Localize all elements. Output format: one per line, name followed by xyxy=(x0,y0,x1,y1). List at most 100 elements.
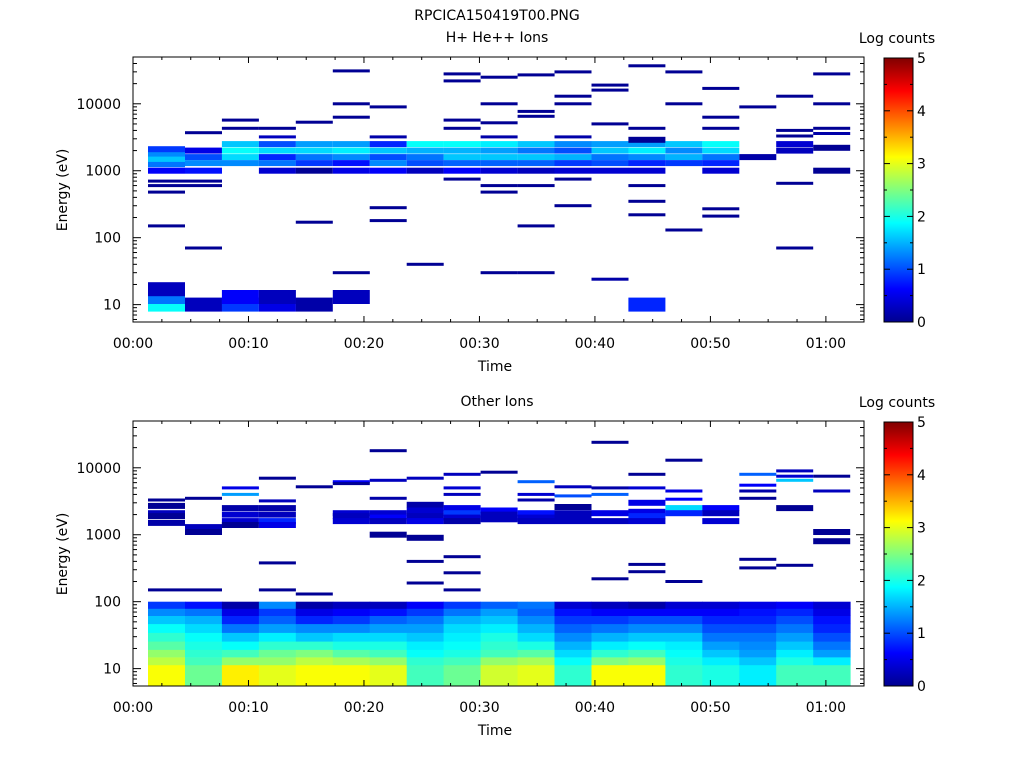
heatmap-cell xyxy=(406,141,444,148)
x-axis-label: Time xyxy=(477,723,512,739)
heatmap-cell xyxy=(739,496,777,500)
heatmap-cell xyxy=(813,664,851,687)
heatmap-cell xyxy=(702,147,740,154)
heatmap-cell xyxy=(332,615,371,625)
heatmap-cell xyxy=(443,632,481,642)
x-axis-label: Time xyxy=(477,359,512,375)
page-title: RPCICA150419T00.PNG xyxy=(414,8,579,24)
colorbar-tick-label: 1 xyxy=(917,262,926,278)
spectrogram-cells xyxy=(148,440,851,687)
heatmap-cell xyxy=(554,649,592,658)
heatmap-cell xyxy=(406,641,445,650)
heatmap-cell xyxy=(739,472,777,476)
heatmap-cell xyxy=(591,492,629,496)
heatmap-cell xyxy=(148,615,186,625)
heatmap-cell xyxy=(221,522,259,528)
colorbar-tick-label: 5 xyxy=(917,51,926,67)
heatmap-cell xyxy=(369,632,408,642)
heatmap-cell xyxy=(221,154,259,161)
heatmap-cell xyxy=(369,608,408,616)
heatmap-cell xyxy=(665,70,703,74)
heatmap-cell xyxy=(443,141,481,148)
heatmap-cell xyxy=(517,608,555,616)
heatmap-cell xyxy=(665,228,703,232)
heatmap-cell xyxy=(591,577,629,581)
heatmap-cell xyxy=(739,615,777,625)
heatmap-cell xyxy=(480,632,518,642)
heatmap-cell xyxy=(554,154,592,161)
heatmap-cell xyxy=(185,184,222,188)
heatmap-cell xyxy=(258,135,296,139)
colorbar xyxy=(883,421,914,687)
heatmap-cell xyxy=(517,601,555,609)
heatmap-cell xyxy=(628,184,666,188)
heatmap-cell xyxy=(221,632,260,642)
heatmap-cell xyxy=(295,632,334,642)
heatmap-cell xyxy=(554,70,592,74)
axes: 00:00 00:10 00:20 00:30 00:40 00:50 01:00 10 100… xyxy=(76,420,864,716)
heatmap-cell xyxy=(813,615,851,625)
heatmap-cell xyxy=(295,615,334,625)
heatmap-cell xyxy=(665,632,703,642)
heatmap-cell xyxy=(443,623,481,633)
heatmap-cell xyxy=(258,588,296,592)
colorbar-ticks: 0 1 2 3 4 5 xyxy=(884,415,926,695)
heatmap-cell xyxy=(443,664,481,687)
heatmap-cell xyxy=(221,518,259,525)
heatmap-cell xyxy=(406,154,444,161)
heatmap-cell xyxy=(591,608,629,616)
heatmap-cell xyxy=(480,190,518,194)
heatmap-cell xyxy=(369,135,407,139)
heatmap-cell xyxy=(258,160,296,167)
heatmap-cell xyxy=(517,641,555,650)
heatmap-cell xyxy=(628,562,666,566)
heatmap-cell xyxy=(258,518,296,525)
x-tick-label: 00:40 xyxy=(575,336,615,352)
heatmap-cell xyxy=(591,167,629,174)
heatmap-cell xyxy=(221,623,260,633)
heatmap-cell xyxy=(258,167,296,174)
heatmap-cell xyxy=(480,141,518,148)
heatmap-cell xyxy=(185,608,223,616)
heatmap-cell xyxy=(517,657,555,666)
heatmap-cell xyxy=(148,657,186,666)
heatmap-cell xyxy=(221,290,259,304)
heatmap-cell xyxy=(813,132,851,135)
heatmap-cell xyxy=(332,290,370,304)
heatmap-cell xyxy=(406,507,444,514)
heatmap-cell xyxy=(406,632,445,642)
heatmap-cell xyxy=(443,147,481,154)
heatmap-cell xyxy=(258,147,296,154)
heatmap-cell xyxy=(739,608,777,616)
colorbar-ticks: 0 1 2 3 4 5 xyxy=(884,51,926,331)
heatmap-cell xyxy=(258,290,296,304)
heatmap-cell xyxy=(148,601,186,609)
heatmap-cell xyxy=(332,271,370,275)
heatmap-cell xyxy=(443,615,481,625)
colorbar-label: Log counts xyxy=(859,395,935,411)
y-tick-label: 1000 xyxy=(85,164,121,180)
heatmap-cell xyxy=(554,518,592,525)
heatmap-cell xyxy=(554,632,592,642)
heatmap-cell xyxy=(591,664,629,687)
heatmap-cell xyxy=(628,154,666,161)
heatmap-cell xyxy=(480,271,518,275)
heatmap-cell xyxy=(443,154,481,161)
heatmap-cell xyxy=(148,179,185,183)
heatmap-cell xyxy=(702,510,740,517)
heatmap-cell xyxy=(369,531,407,538)
heatmap-cell xyxy=(591,657,629,666)
heatmap-cell xyxy=(185,623,223,633)
heatmap-cell xyxy=(591,518,629,525)
heatmap-cell xyxy=(369,623,408,633)
heatmap-cell xyxy=(628,657,666,666)
colorbar-tick-label: 4 xyxy=(917,104,926,120)
heatmap-cell xyxy=(517,154,555,161)
heatmap-cell xyxy=(591,601,629,609)
heatmap-cell xyxy=(776,94,814,98)
heatmap-cell xyxy=(148,224,185,228)
heatmap-cell xyxy=(369,514,407,521)
heatmap-cell xyxy=(517,184,555,188)
colorbar-tick-label: 2 xyxy=(917,573,926,589)
heatmap-cell xyxy=(369,657,408,666)
